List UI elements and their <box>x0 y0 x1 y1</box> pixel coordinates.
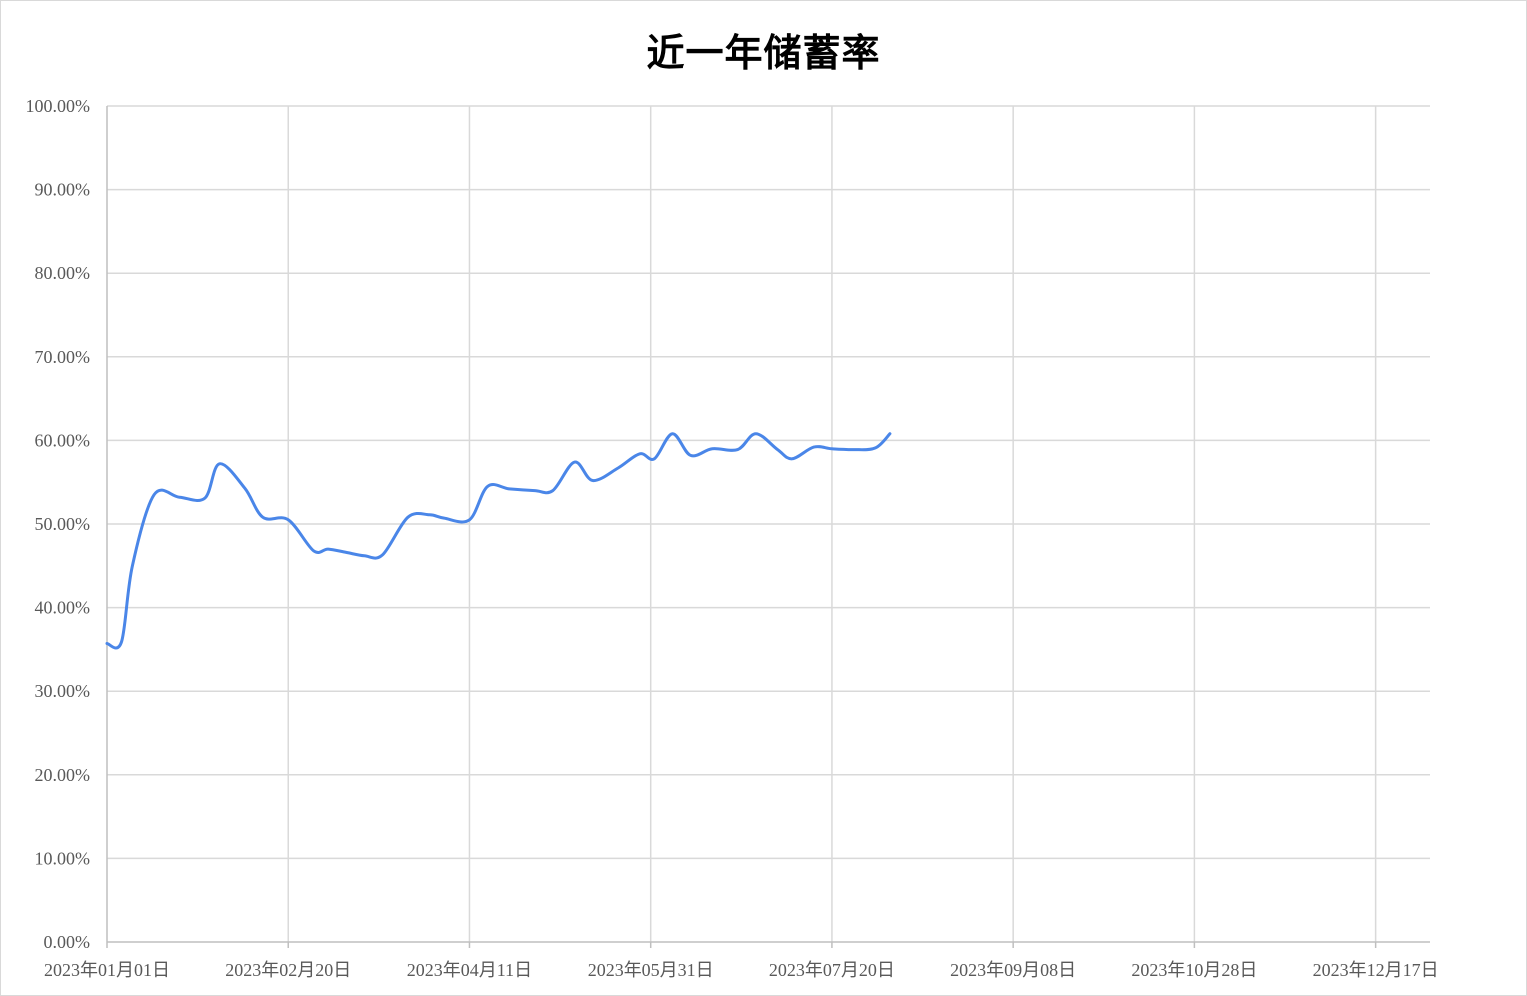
y-tick-label: 10.00% <box>35 848 91 868</box>
axes <box>106 106 1430 948</box>
y-tick-label: 40.00% <box>35 598 91 618</box>
y-axis-tick-labels: 0.00% 10.00% 20.00% 30.00% 40.00% 50.00% 60.00… <box>26 96 91 952</box>
x-tick-label: 2023年10月28日 <box>1131 960 1257 980</box>
x-tick-label: 2023年12月17日 <box>1313 960 1439 980</box>
x-tick-label: 2023年01月01日 <box>44 960 170 980</box>
series-line <box>105 432 892 650</box>
y-tick-label: 30.00% <box>35 681 91 701</box>
x-tick-label: 2023年02月20日 <box>225 960 351 980</box>
gridlines <box>107 105 1430 942</box>
y-tick-label: 100.00% <box>26 96 91 116</box>
x-tick-label: 2023年04月11日 <box>407 960 532 980</box>
y-tick-label: 0.00% <box>44 932 91 952</box>
y-tick-label: 60.00% <box>35 430 91 450</box>
y-tick-label: 20.00% <box>35 765 91 785</box>
x-axis-tick-labels: 2023年01月01日 2023年02月20日 2023年04月11日 2023年05… <box>44 960 1439 980</box>
x-tick-label: 2023年05月31日 <box>588 960 714 980</box>
x-tick-label: 2023年09月08日 <box>950 960 1076 980</box>
y-tick-label: 70.00% <box>35 347 91 367</box>
y-tick-label: 90.00% <box>35 180 91 200</box>
y-tick-label: 80.00% <box>35 263 91 283</box>
x-tick-label: 2023年07月20日 <box>769 960 895 980</box>
series-layer <box>105 432 892 650</box>
y-tick-label: 50.00% <box>35 514 91 534</box>
chart-title: 近一年储蓄率 <box>646 30 881 75</box>
